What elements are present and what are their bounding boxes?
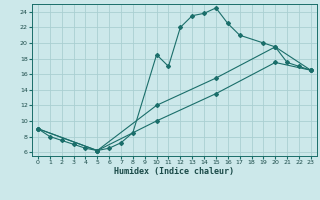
X-axis label: Humidex (Indice chaleur): Humidex (Indice chaleur) — [115, 167, 234, 176]
